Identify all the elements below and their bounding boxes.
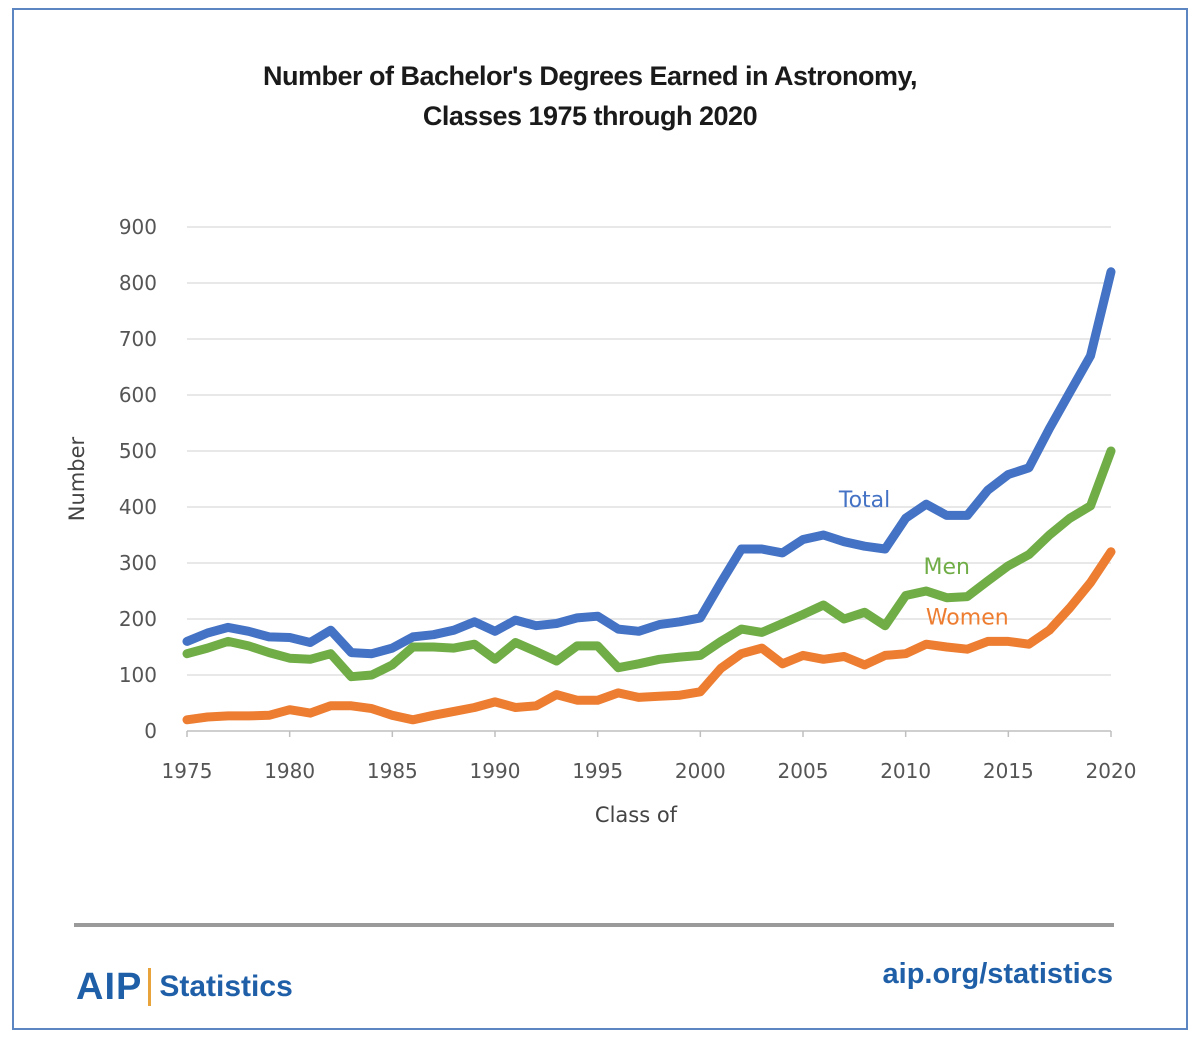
y-tick-label-300: 300 — [119, 551, 157, 575]
statistics-label: Statistics — [159, 970, 293, 1003]
logo-separator — [148, 968, 152, 1006]
x-tick-label-1975: 1975 — [162, 759, 213, 783]
y-tick-label-600: 600 — [119, 383, 157, 407]
site-url: aip.org/statistics — [882, 958, 1113, 990]
series-line-women — [182, 547, 1116, 725]
x-tick-label-1985: 1985 — [367, 759, 418, 783]
chart-frame — [12, 8, 1188, 1030]
series-label-women: Women — [926, 606, 1009, 631]
x-tick-label-1990: 1990 — [470, 759, 521, 783]
series-line-men — [182, 446, 1116, 682]
series-label-men: Men — [923, 555, 969, 580]
series-label-total: Total — [838, 488, 890, 513]
x-tick-label-2015: 2015 — [983, 759, 1034, 783]
series-line-total — [182, 267, 1116, 659]
x-tick-label-1995: 1995 — [572, 759, 623, 783]
series-labels: Total Men Women — [838, 488, 1009, 631]
y-tick-label-100: 100 — [119, 663, 157, 687]
aip-statistics-logo: AIP Statistics — [76, 962, 293, 1012]
line-chart: 0 100 200 300 400 500 600 700 800 900 1975 1980 198… — [65, 215, 1137, 827]
y-axis-title: Number — [65, 436, 89, 521]
y-tick-label-900: 900 — [119, 215, 157, 239]
x-axis-title: Class of — [595, 803, 678, 827]
y-tick-label-500: 500 — [119, 439, 157, 463]
chart-title-line-2: Classes 1975 through 2020 — [422, 101, 758, 131]
x-axis-ticks: 1975 1980 1985 1990 1995 2000 2005 2010 2015 2020 — [162, 731, 1137, 783]
gridlines — [187, 226, 1111, 732]
y-tick-label-200: 200 — [119, 607, 157, 631]
chart-title-line-1: Number of Bachelor's Degrees Earned in A… — [262, 61, 918, 91]
x-tick-label-2020: 2020 — [1086, 759, 1137, 783]
aip-logo: AIP — [76, 965, 143, 1008]
y-tick-label-0: 0 — [144, 719, 157, 743]
x-tick-label-2010: 2010 — [880, 759, 931, 783]
x-tick-label-2000: 2000 — [675, 759, 726, 783]
y-tick-label-400: 400 — [119, 495, 157, 519]
y-tick-label-700: 700 — [119, 327, 157, 351]
footer-divider — [74, 923, 1114, 927]
x-tick-label-2005: 2005 — [778, 759, 829, 783]
y-axis-ticks: 0 100 200 300 400 500 600 700 800 900 — [119, 215, 157, 743]
series-lines — [182, 267, 1116, 725]
y-tick-label-800: 800 — [119, 271, 157, 295]
x-tick-label-1980: 1980 — [264, 759, 315, 783]
chart-title: Number of Bachelor's Degrees Earned in A… — [0, 56, 1180, 136]
